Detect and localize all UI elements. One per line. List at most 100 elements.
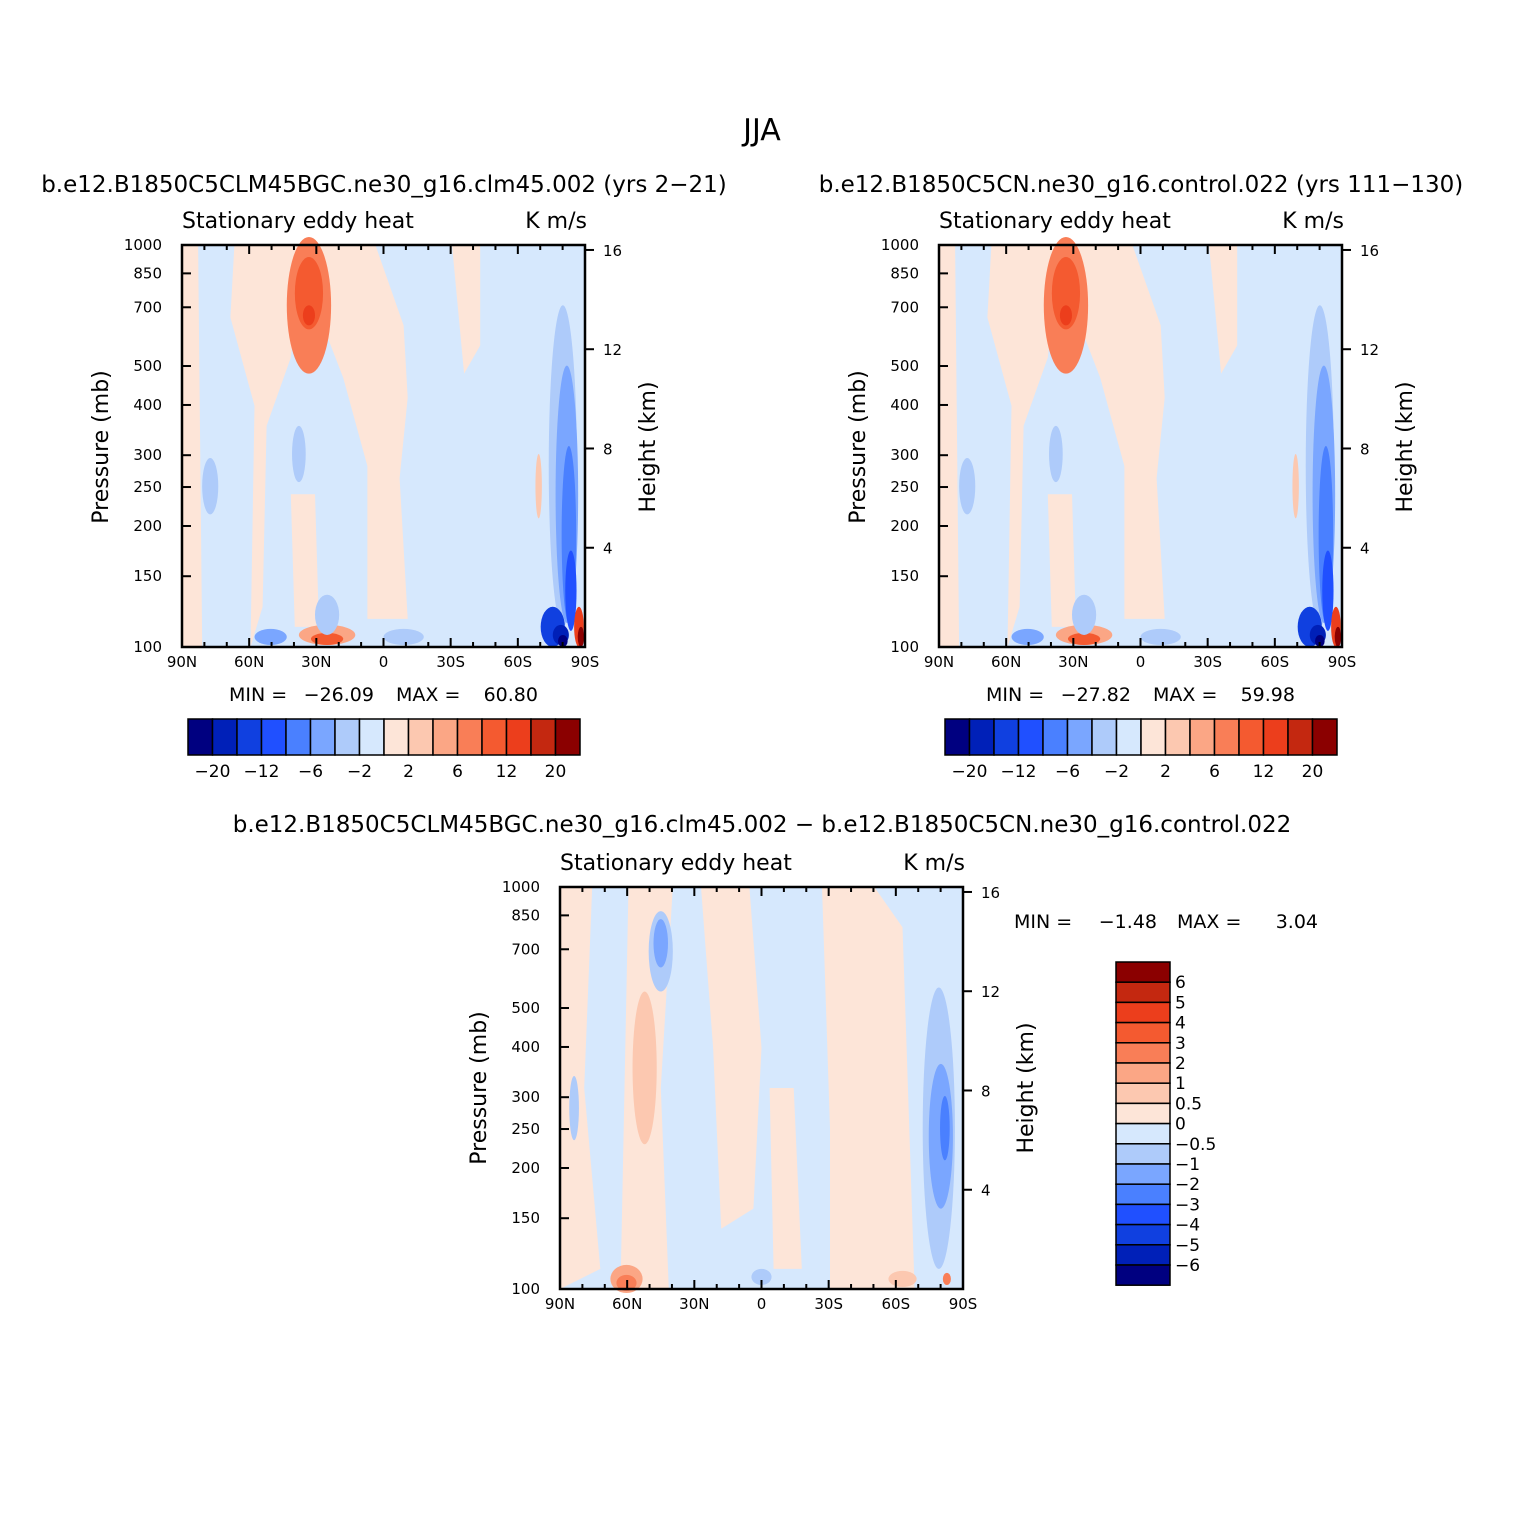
contour-blob: [294, 257, 324, 330]
lat-tick-label: 90N: [167, 653, 197, 671]
pressure-tick-label: 150: [511, 1209, 540, 1227]
colorbar-box: [1189, 718, 1216, 756]
colorbar-label: 12: [496, 762, 518, 782]
pressure-tick-label: 700: [511, 940, 540, 958]
pressure-tick-label: 400: [511, 1038, 540, 1056]
colorbar-label: 12: [1253, 762, 1275, 782]
colorbar-box: [260, 718, 287, 756]
colorbar-box: [1164, 718, 1191, 756]
contour-band: [1047, 494, 1076, 627]
height-tick-label: 8: [1360, 440, 1370, 458]
lat-tick-label: 90S: [949, 1295, 978, 1313]
contour-blob: [1292, 454, 1299, 519]
colorbar-box: [1115, 1203, 1171, 1226]
lat-tick-label: 60S: [1261, 653, 1290, 671]
panel-3-min-value: −1.48: [1099, 911, 1157, 933]
pressure-tick-label: 400: [890, 396, 919, 414]
height-tick-label: 4: [1360, 540, 1370, 558]
panel-3-axes: 90N 60N 30N 0 30S 60S 90S 100 150 200 250 300 400 500…: [502, 878, 1000, 1313]
colorbar-box: [481, 718, 508, 756]
contour-band: [939, 245, 960, 647]
colorbar-box: [944, 718, 971, 756]
panel-2-subtitle: Stationary eddy heat: [939, 209, 1171, 234]
colorbar-box: [1115, 1082, 1171, 1105]
pressure-tick-label: 850: [890, 264, 919, 282]
panel-2-title: b.e12.B1850C5CN.ne30_g16.control.022 (yr…: [819, 172, 1464, 198]
panel-3: b.e12.B1850C5CLM45BGC.ne30_g16.clm45.002…: [233, 812, 1318, 1313]
pressure-tick-label: 1000: [502, 878, 540, 896]
colorbar-box: [334, 718, 361, 756]
contour-blob: [1051, 257, 1081, 330]
panel-1-field: [182, 236, 585, 648]
panel-1-min-value: −26.09: [304, 684, 374, 706]
colorbar-label: −12: [244, 762, 280, 782]
colorbar-label: −6: [298, 762, 323, 782]
colorbar-box: [1311, 718, 1338, 756]
pressure-tick-label: 500: [890, 357, 919, 375]
colorbar-box: [1091, 718, 1118, 756]
colorbar-box: [1042, 718, 1069, 756]
contour-blob: [569, 1075, 579, 1141]
contour-blob: [383, 628, 424, 645]
contour-blob: [1140, 628, 1181, 645]
height-tick-label: 16: [981, 884, 1000, 902]
colorbar-label: 2: [403, 762, 414, 782]
lat-tick-label: 90N: [924, 653, 954, 671]
contour-band: [769, 1088, 802, 1269]
lat-tick-label: 30S: [1193, 653, 1222, 671]
colorbar-box: [968, 718, 995, 756]
colorbar-label: −4: [1175, 1216, 1200, 1236]
panel-3-title: b.e12.B1850C5CLM45BGC.ne30_g16.clm45.002…: [233, 812, 1292, 838]
panel-3-field: [560, 887, 963, 1294]
colorbar-box: [407, 718, 434, 756]
contour-blob: [1322, 550, 1334, 631]
contour-band: [182, 245, 203, 647]
colorbar-box: [1115, 1163, 1171, 1185]
panel-3-ylabel: Pressure (mb): [467, 1011, 492, 1165]
colorbar-box: [1115, 1001, 1171, 1024]
height-tick-label: 16: [1360, 242, 1379, 260]
panel-2-min-value: −27.82: [1061, 684, 1131, 706]
contour-band: [230, 245, 303, 647]
contour-blob: [942, 1272, 951, 1285]
colorbar-box: [1115, 1264, 1171, 1286]
colorbar-label: −6: [1055, 762, 1080, 782]
height-tick-label: 4: [981, 1182, 991, 1200]
colorbar-box: [211, 718, 238, 756]
contour-blob: [1011, 628, 1044, 645]
colorbar-box: [1287, 718, 1314, 756]
colorbar-box: [1115, 1021, 1171, 1044]
colorbar-box: [1115, 1223, 1171, 1246]
colorbar-box: [383, 718, 410, 756]
colorbar-label: −20: [195, 762, 231, 782]
lat-tick-label: 90N: [545, 1295, 575, 1313]
panel-2-minmax: MIN = −27.82 MAX = 59.98: [986, 684, 1295, 706]
colorbar-label: 6: [1209, 762, 1220, 782]
contour-blob: [557, 634, 568, 647]
contour-band: [1059, 245, 1165, 619]
lat-tick-label: 60N: [612, 1295, 642, 1313]
pressure-tick-label: 500: [511, 999, 540, 1017]
contour-band: [822, 887, 915, 1289]
colorbar-label: −0.5: [1175, 1135, 1216, 1155]
panel-1-ylabel: Pressure (mb): [89, 370, 114, 524]
panel-3-units: K m/s: [903, 851, 965, 876]
panel-2-max-label: MAX =: [1153, 684, 1217, 706]
colorbar-label: −2: [347, 762, 372, 782]
colorbar-label: 0.5: [1175, 1094, 1202, 1114]
pressure-tick-label: 150: [890, 567, 919, 585]
colorbar-box: [1115, 961, 1171, 983]
colorbar-label: 20: [1302, 762, 1324, 782]
lat-tick-label: 30N: [1058, 653, 1088, 671]
colorbar-label: −3: [1175, 1195, 1200, 1215]
colorbar-label: −1: [1175, 1155, 1200, 1175]
colorbar-box: [309, 718, 336, 756]
colorbar-label: 0: [1175, 1115, 1186, 1135]
height-tick-label: 8: [981, 1082, 991, 1100]
height-tick-label: 8: [603, 440, 613, 458]
contour-band: [560, 887, 601, 1289]
pressure-tick-label: 850: [133, 264, 162, 282]
colorbar-label: 6: [452, 762, 463, 782]
lat-tick-label: 0: [1136, 653, 1146, 671]
contour-blob: [1314, 634, 1325, 647]
